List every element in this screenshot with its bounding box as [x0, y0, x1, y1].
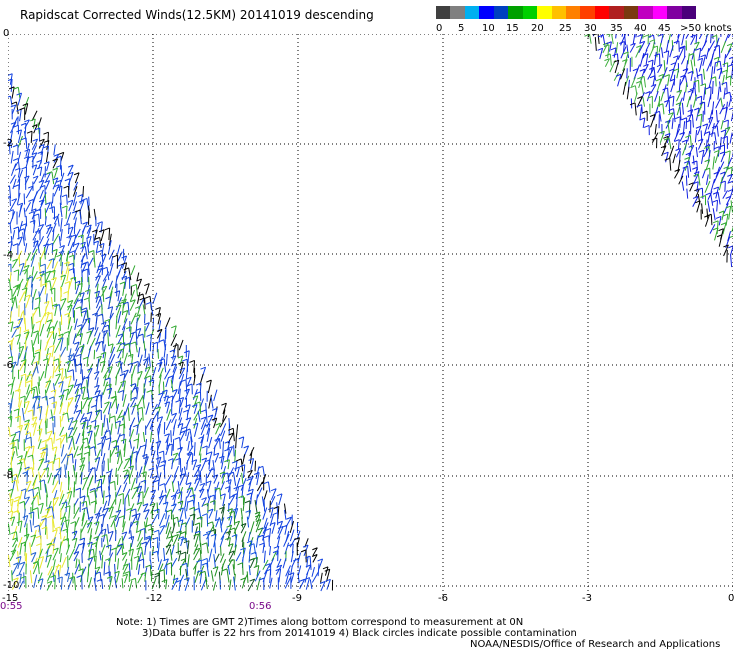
color-swatch — [464, 6, 480, 19]
color-swatch — [522, 6, 538, 19]
color-swatch — [609, 6, 625, 19]
x-axis-tick-label: -9 — [292, 593, 302, 604]
color-scale-tick-label: 40 — [634, 23, 647, 34]
color-swatch — [638, 6, 654, 19]
y-axis-tick-label: -2 — [3, 138, 13, 149]
x-axis-tick-label: -3 — [582, 593, 592, 604]
x-axis-tick-label: -15 — [2, 593, 19, 604]
x-axis-tick-label: -6 — [438, 593, 448, 604]
color-scale-tick-label: 35 — [610, 23, 623, 34]
wind-vector-map — [8, 34, 733, 596]
y-axis-tick-label: -8 — [3, 470, 13, 481]
y-axis-tick-label: -4 — [3, 250, 13, 261]
color-swatch — [450, 6, 466, 19]
color-scale-tick-label: 45 — [658, 23, 671, 34]
time-label-mid: 0:56 — [249, 601, 272, 612]
color-swatch — [436, 6, 451, 19]
note-line-1: Note: 1) Times are GMT 2)Times along bot… — [116, 617, 524, 628]
color-swatch — [551, 6, 567, 19]
color-swatch — [667, 6, 683, 19]
lat-lon-grid — [8, 34, 733, 596]
color-swatch — [652, 6, 668, 19]
x-axis-tick-label: -12 — [146, 593, 163, 604]
time-label-start: 0:55 — [0, 601, 23, 612]
color-scale-tick-label: 15 — [506, 23, 519, 34]
color-swatch — [623, 6, 639, 19]
color-scale-tick-label: 25 — [559, 23, 572, 34]
color-swatch — [493, 6, 509, 19]
y-axis-tick-label: -6 — [3, 360, 13, 371]
color-scale-tick-label: 20 — [531, 23, 544, 34]
color-swatch — [479, 6, 495, 19]
color-swatch — [580, 6, 596, 19]
color-swatch — [537, 6, 553, 19]
map-title: Rapidscat Corrected Winds(12.5KM) 201410… — [20, 8, 374, 22]
wind-barbs-layer — [8, 34, 733, 592]
color-scale-tick-label: 5 — [458, 23, 465, 34]
color-swatch — [508, 6, 524, 19]
color-scale-tick-label: 10 — [482, 23, 495, 34]
color-scale-tick-label: 30 — [584, 23, 597, 34]
note-line-2: 3)Data buffer is 22 hrs from 20141019 4)… — [142, 628, 577, 639]
y-axis-tick-label: 0 — [3, 28, 10, 39]
color-swatch — [681, 6, 697, 19]
color-swatch — [566, 6, 581, 19]
color-scale-units-label: >50 knots — [680, 23, 732, 34]
credit-line: NOAA/NESDIS/Office of Research and Appli… — [470, 639, 721, 650]
x-axis-tick-label: 0 — [728, 593, 735, 604]
color-scale-tick-label: 0 — [436, 23, 443, 34]
color-swatch — [594, 6, 610, 19]
y-axis-tick-label: -10 — [3, 580, 20, 591]
